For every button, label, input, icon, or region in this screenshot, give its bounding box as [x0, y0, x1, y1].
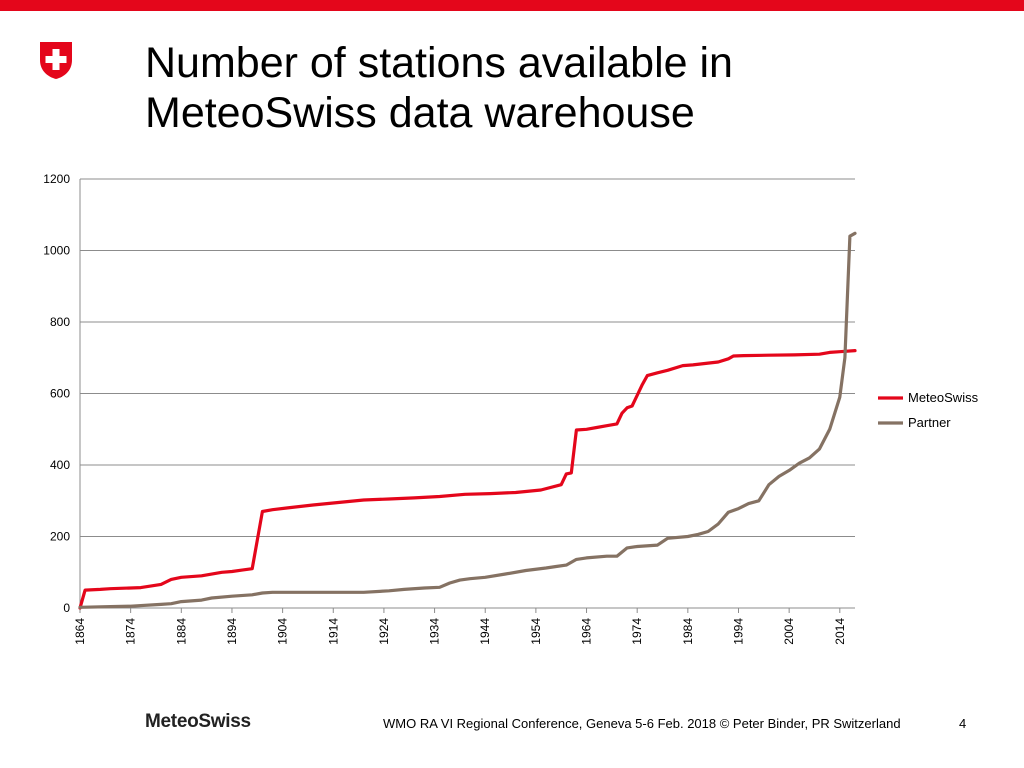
y-tick-label: 1000: [43, 244, 70, 258]
x-tick-label: 2014: [833, 618, 847, 645]
footer-brand-logo: MeteoSwiss: [145, 711, 251, 732]
x-tick-label: 1874: [124, 618, 138, 645]
x-tick-label: 1904: [276, 618, 290, 645]
x-tick-label: 2004: [782, 618, 796, 645]
legend-label: Partner: [908, 415, 951, 430]
stations-line-chart: 0 200 400 600 800 1000 1200 1864 1874 1884 1894 190…: [43, 172, 979, 645]
page-title: Number of stations available in MeteoSwi…: [145, 38, 945, 138]
x-tick-label: 1944: [478, 618, 492, 645]
y-tick-label: 800: [50, 315, 70, 329]
y-tick-label: 1200: [43, 172, 70, 186]
x-tick-label: 1974: [630, 618, 644, 645]
y-tick-label: 200: [50, 530, 70, 544]
x-tick-label: 1954: [529, 618, 543, 645]
y-tick-label: 0: [63, 601, 70, 615]
x-tick-label: 1884: [174, 618, 188, 645]
x-tick-label: 1984: [681, 618, 695, 645]
x-tick-label: 1894: [225, 618, 239, 645]
x-tick-label: 1994: [731, 618, 745, 645]
page-number: 4: [959, 716, 967, 731]
series-line-meteoswiss: [78, 349, 857, 610]
title-line-1: Number of stations available in: [145, 39, 733, 87]
top-accent-bar: [0, 0, 1024, 11]
y-tick-label: 600: [50, 387, 70, 401]
series-line-partner: [78, 231, 857, 609]
x-tick-label: 1934: [428, 618, 442, 645]
title-line-2: MeteoSwiss data warehouse: [145, 89, 695, 137]
y-tick-label: 400: [50, 458, 70, 472]
legend-label: MeteoSwiss: [908, 390, 979, 405]
x-tick-label: 1864: [73, 618, 87, 645]
footer-text: WMO RA VI Regional Conference, Geneva 5-…: [383, 716, 901, 731]
swiss-shield-icon: [40, 42, 72, 79]
x-tick-label: 1914: [326, 618, 340, 645]
x-tick-label: 1964: [580, 618, 594, 645]
x-tick-label: 1924: [377, 618, 391, 645]
